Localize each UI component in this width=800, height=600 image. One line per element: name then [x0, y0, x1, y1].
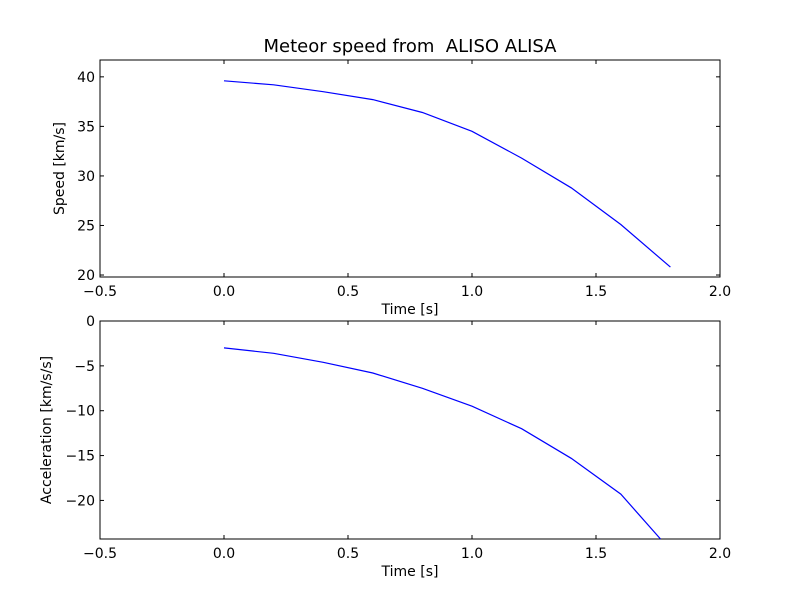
acceleration-x-tick-label: 0.0	[213, 546, 235, 562]
acceleration-x-tick-label: 0.5	[337, 546, 359, 562]
speed-y-axis-label: Speed [km/s]	[52, 122, 68, 215]
speed-x-tick-label: 2.0	[709, 284, 731, 300]
acceleration-y-tick-label: −5	[74, 359, 95, 375]
acceleration-plot-frame	[99, 320, 721, 540]
acceleration-chart: −0.5 0.0 0.5 1.0 1.5 2.0 0 −5 −10 −15 −20 Time [s] A…	[39, 314, 731, 580]
speed-y-tick-label: 25	[77, 218, 95, 234]
acceleration-y-tick-label: −15	[65, 449, 95, 465]
speed-x-tick-label: 1.5	[585, 284, 607, 300]
speed-y-tick-label: 35	[77, 119, 95, 135]
speed-x-tick-label: −0.5	[83, 284, 117, 300]
acceleration-x-tick-label: 1.0	[461, 546, 483, 562]
speed-x-axis-label: Time [s]	[381, 302, 439, 318]
speed-chart-title: Meteor speed from ALISO ALISA	[264, 36, 558, 57]
acceleration-y-tick-label: −20	[65, 493, 95, 509]
speed-y-tick-label: 40	[77, 70, 95, 86]
speed-plot-frame	[99, 59, 721, 278]
speed-chart: −0.5 0.0 0.5 1.0 1.5 2.0 20 25 30 35 40 Time [s] Spe…	[52, 36, 731, 318]
acceleration-x-axis-label: Time [s]	[381, 564, 439, 580]
acceleration-y-axis-label: Acceleration [km/s/s]	[39, 356, 55, 504]
acceleration-x-tick-label: 2.0	[709, 546, 731, 562]
speed-x-tick-label: 0.0	[213, 284, 235, 300]
acceleration-y-tick-label: −10	[65, 404, 95, 420]
speed-series-line	[223, 80, 671, 268]
speed-x-tick-label: 1.0	[461, 284, 483, 300]
acceleration-y-tick-label: 0	[86, 314, 95, 330]
speed-x-tick-label: 0.5	[337, 284, 359, 300]
speed-y-tick-label: 30	[77, 169, 95, 185]
acceleration-x-tick-label: 1.5	[585, 546, 607, 562]
acceleration-x-tick-label: −0.5	[83, 546, 117, 562]
acceleration-series-line	[223, 347, 661, 540]
speed-y-tick-label: 20	[77, 268, 95, 284]
